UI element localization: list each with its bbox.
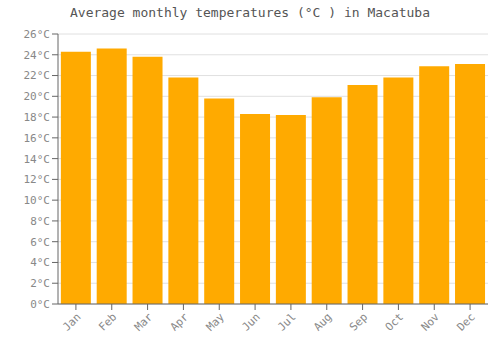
svg-text:2°C: 2°C bbox=[30, 277, 50, 290]
svg-text:4°C: 4°C bbox=[30, 256, 50, 269]
svg-text:14°C: 14°C bbox=[24, 153, 51, 166]
svg-text:8°C: 8°C bbox=[30, 215, 50, 228]
svg-text:Apr: Apr bbox=[168, 310, 192, 334]
svg-text:20°C: 20°C bbox=[24, 90, 51, 103]
svg-text:24°C: 24°C bbox=[24, 49, 51, 62]
svg-text:16°C: 16°C bbox=[24, 132, 51, 145]
svg-text:26°C: 26°C bbox=[24, 28, 51, 41]
svg-text:Dec: Dec bbox=[454, 310, 477, 333]
svg-text:Aug: Aug bbox=[311, 310, 334, 333]
svg-text:10°C: 10°C bbox=[24, 194, 51, 207]
svg-text:Jan: Jan bbox=[60, 310, 83, 333]
svg-text:Oct: Oct bbox=[383, 310, 406, 333]
svg-text:6°C: 6°C bbox=[30, 236, 50, 249]
svg-text:Feb: Feb bbox=[96, 310, 119, 333]
svg-text:Nov: Nov bbox=[419, 310, 443, 334]
svg-text:Jun: Jun bbox=[239, 310, 262, 333]
svg-text:Sep: Sep bbox=[347, 310, 370, 333]
svg-text:0°C: 0°C bbox=[30, 298, 50, 311]
svg-text:Jul: Jul bbox=[275, 310, 298, 333]
html-text:Average monthly temperatures (: Average monthly temperatures (°C ) in Ma… bbox=[70, 5, 430, 20]
svg-text:12°C: 12°C bbox=[24, 173, 51, 186]
svg-text:18°C: 18°C bbox=[24, 111, 51, 124]
svg-text:May: May bbox=[204, 310, 228, 334]
svg-text:Mar: Mar bbox=[132, 310, 156, 334]
svg-text:22°C: 22°C bbox=[24, 69, 51, 82]
